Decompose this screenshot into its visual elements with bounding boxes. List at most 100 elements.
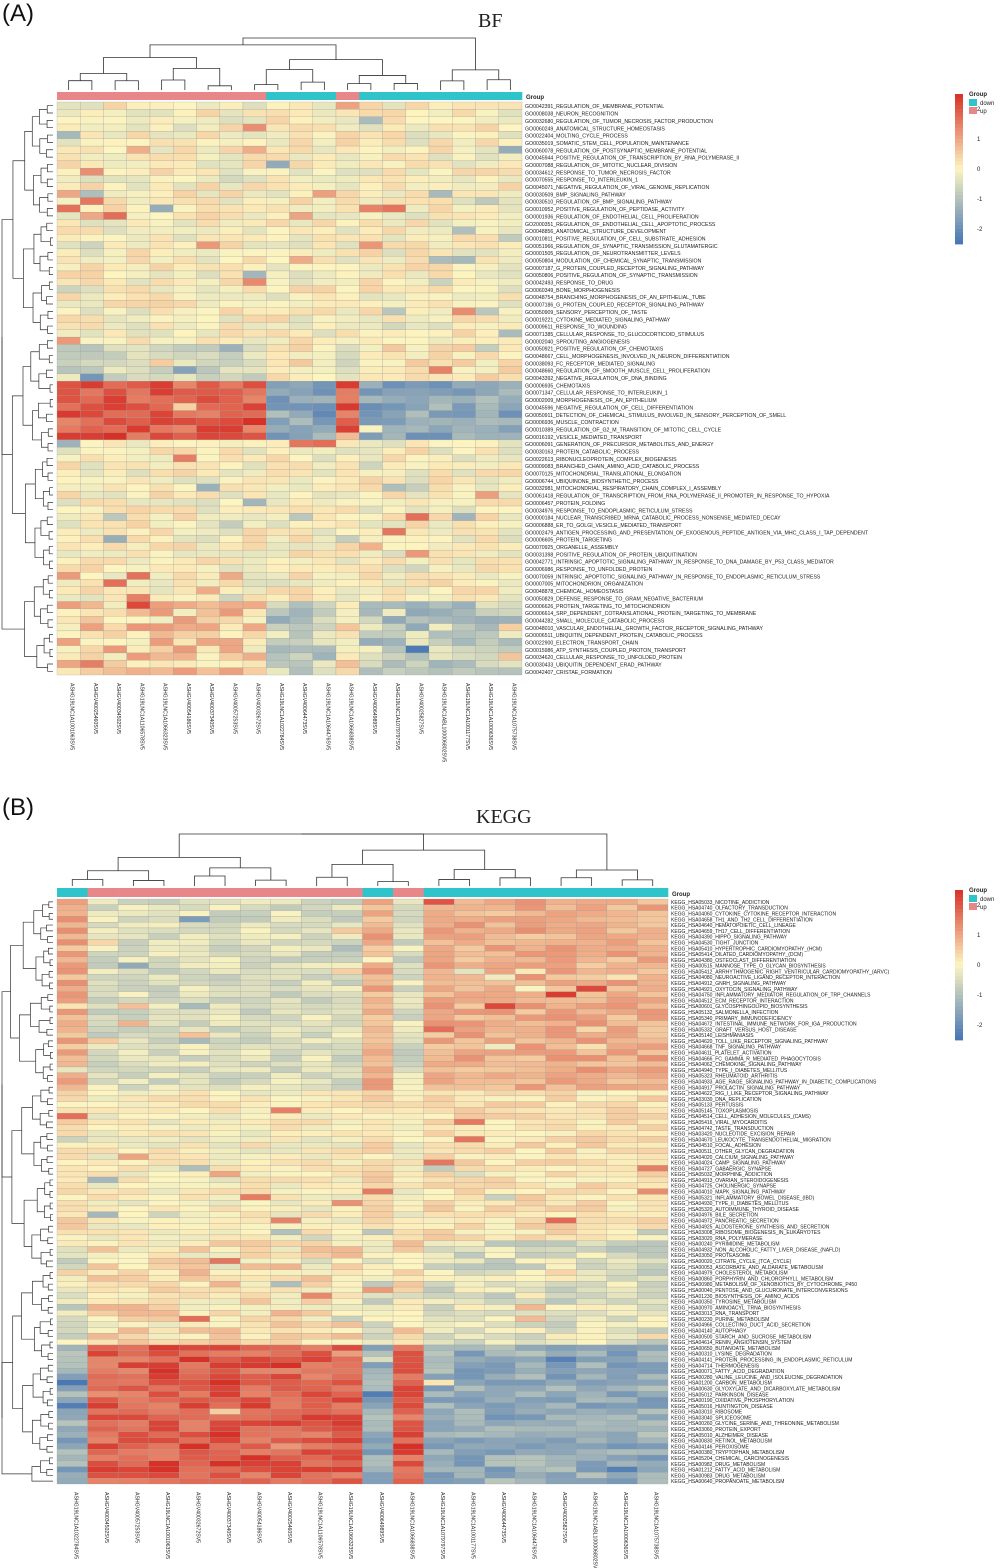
heatmap-cell [498,131,523,139]
heatmap-cell [637,1095,669,1102]
row-label: GO0030510_REGULATION_OF_BMP_SIGNALING_PA… [525,200,673,206]
heatmap-cell [331,1055,363,1062]
row-label: KEGG_HSA04080_NEUROACTIVE_LIGAND_RECEPTO… [671,975,840,981]
heatmap-cell [56,1026,88,1033]
heatmap-cell [289,660,313,668]
heatmap-cell [301,1223,333,1230]
heatmap-cell [545,968,577,975]
heatmap-cell [266,461,290,470]
heatmap-cell [266,160,290,169]
heatmap-cell [423,1437,455,1444]
heatmap-cell [637,1431,669,1438]
heatmap-cell [87,974,119,981]
heatmap-cell [545,951,577,958]
color-scale-step [955,236,963,241]
heatmap-cell [637,1420,669,1427]
row-label: KEGG_HSA00350_TYROSINE_METABOLISM [671,1300,776,1306]
dendrogram-branch [242,37,476,70]
heatmap-cell [301,1344,333,1351]
heatmap-cell [576,1478,608,1485]
dendrogram-branch [46,222,53,231]
heatmap-cell [484,1286,516,1293]
heatmap-cell [382,410,406,419]
heatmap-cell [148,1252,180,1259]
group-cell-up [179,888,211,897]
heatmap-cell [56,1211,88,1218]
heatmap-cell [219,101,244,110]
heatmap-cell [475,498,499,507]
heatmap-cell [56,1431,88,1438]
group-cell-up [57,92,81,100]
heatmap-cell [423,1391,455,1398]
heatmap-cell [498,329,523,338]
heatmap-cell [209,1449,241,1456]
heatmap-cell [240,1269,271,1276]
dendrogram-branch [49,648,53,657]
heatmap-cell [423,933,455,940]
heatmap-cell [240,933,271,940]
heatmap-cell [576,1362,608,1369]
heatmap-cell [382,542,406,551]
heatmap-cell [266,109,290,117]
heatmap-cell [405,505,430,514]
row-label: KEGG_HSA05133_PERTUSSIS [671,1103,744,1109]
heatmap-cell [515,1373,546,1380]
row-label: GO0006605_PROTEIN_TARGETING [525,538,612,544]
heatmap-cell [362,1298,394,1305]
heatmap-cell [289,190,313,198]
heatmap-cell [545,933,577,940]
heatmap-cell [117,916,149,923]
heatmap-cell [576,1008,608,1015]
heatmap-cell [209,1321,241,1328]
heatmap-cell [56,1171,88,1178]
heatmap-cell [209,1095,241,1102]
heatmap-cell [454,1460,485,1467]
heatmap-cell [362,1344,394,1351]
heatmap-cell [515,962,546,969]
heatmap-cell [80,101,104,110]
heatmap-cell [498,520,523,529]
heatmap-cell [289,278,313,286]
heatmap-cell [637,1368,669,1375]
heatmap-cell [475,263,499,272]
heatmap-cell [362,1171,394,1178]
heatmap-cell [335,300,360,308]
group-cell-up [240,888,272,897]
heatmap-cell [149,557,174,565]
heatmap-cell [289,292,313,301]
heatmap-cell [148,1292,180,1299]
heatmap-cell [117,1003,149,1010]
heatmap-cell [452,358,476,367]
heatmap-cell [382,344,406,352]
heatmap-cell [209,1211,241,1218]
heatmap-cell [637,1344,669,1351]
heatmap-cell [270,1078,302,1085]
row-label: GO0050921_POSITIVE_REGULATION_OF_CHEMOTA… [525,347,664,353]
dendrogram-branch [40,1228,49,1242]
heatmap-cell [331,1066,363,1073]
heatmap-cell [56,167,81,176]
heatmap-cell [335,234,360,242]
dendrogram-branch [49,384,53,393]
heatmap-cell [173,432,197,441]
heatmap-cell [149,167,174,176]
heatmap-cell [382,182,406,191]
heatmap-cell [242,307,267,316]
dendrogram-branch [207,85,232,90]
heatmap-cell [331,1159,363,1166]
heatmap-cell [87,1101,119,1108]
dendrogram-branch [33,910,43,935]
heatmap-cell [405,535,430,543]
heatmap-cell [126,373,151,382]
heatmap-cell [484,1420,516,1427]
heatmap-cell [475,616,499,624]
heatmap-cell [484,1350,516,1357]
heatmap-cell [301,1310,333,1317]
heatmap-cell [240,956,271,963]
dendrogram-branch [331,863,394,882]
heatmap-cell [359,351,383,360]
heatmap-cell [362,1205,394,1212]
heatmap-cell [362,904,394,911]
heatmap-cell [242,300,267,308]
heatmap-cell [117,1368,149,1375]
